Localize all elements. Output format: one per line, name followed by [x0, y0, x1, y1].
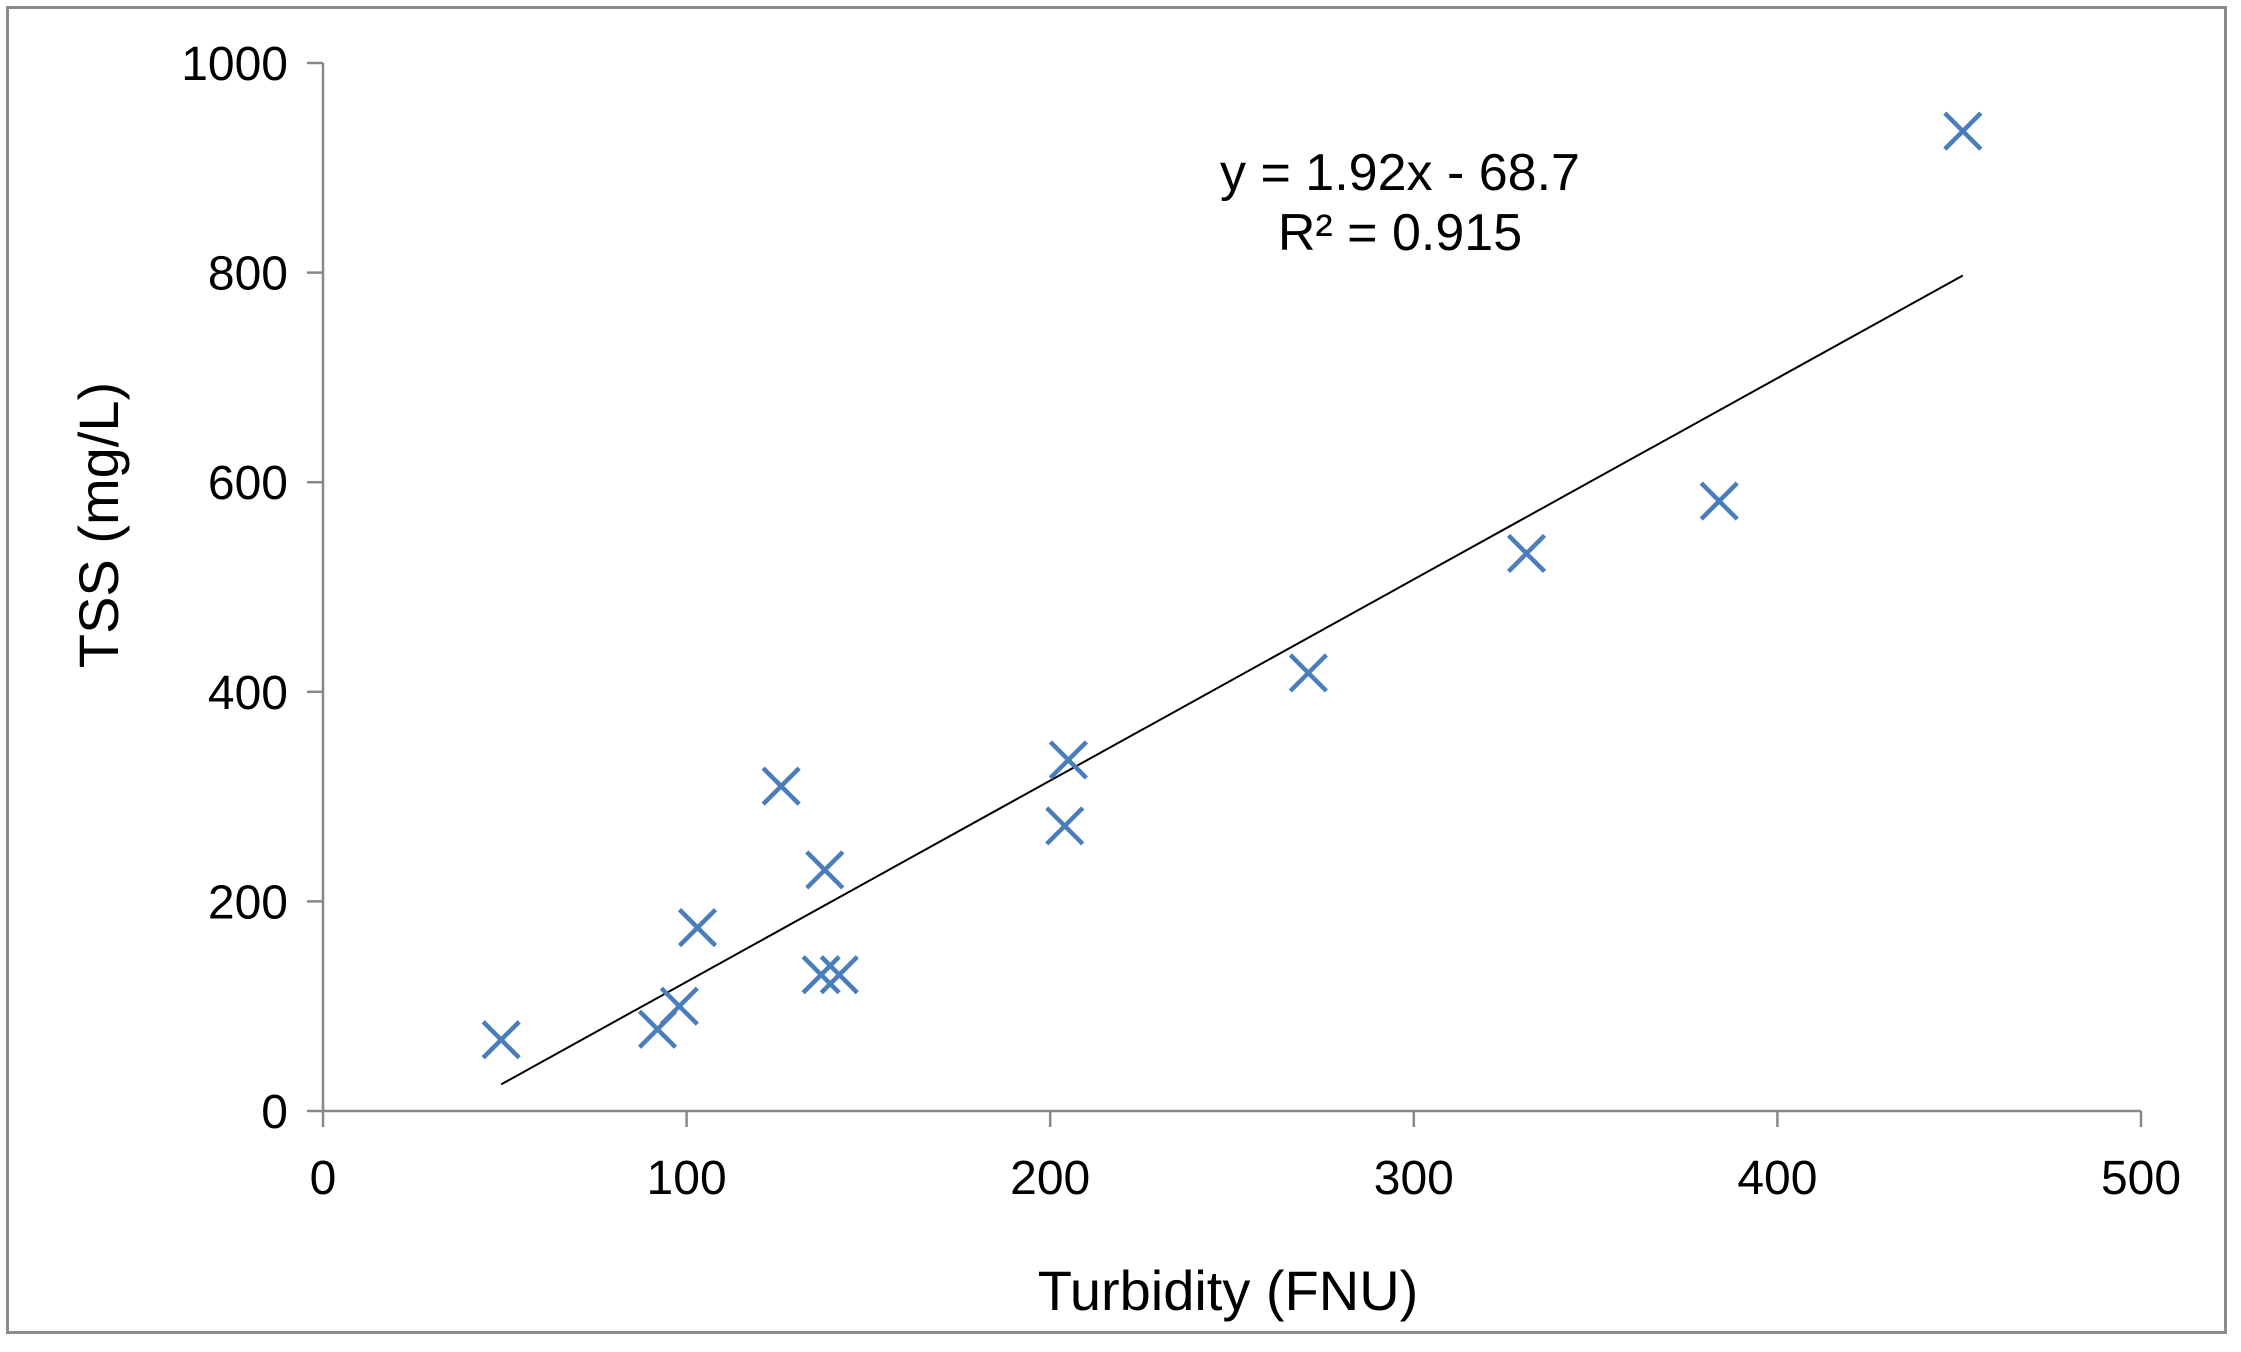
data-point [801, 955, 841, 995]
data-point [1048, 740, 1088, 780]
trendline [500, 274, 1964, 1086]
data-point [1288, 653, 1328, 693]
data-points [481, 111, 1983, 1060]
x-marker [659, 986, 699, 1026]
x-marker [1943, 111, 1983, 151]
x-marker [1045, 806, 1085, 846]
x-marker [677, 908, 718, 948]
x-marker [819, 955, 859, 995]
x-marker [1699, 481, 1739, 521]
y-tick-label: 800 [208, 248, 288, 301]
data-point [1699, 481, 1739, 521]
data-point [677, 908, 718, 948]
trendline-group [500, 274, 1964, 1086]
data-point [805, 850, 845, 890]
x-tick-label: 500 [2101, 1152, 2181, 1205]
chart-frame [6, 6, 2227, 1334]
data-point [1506, 533, 1547, 574]
y-tick-label: 600 [208, 457, 288, 510]
data-point [819, 955, 859, 995]
x-tick-label: 200 [1010, 1152, 1090, 1205]
x-marker [481, 1020, 521, 1060]
y-tick-label: 0 [261, 1086, 288, 1139]
x-tick-label: 400 [1737, 1152, 1817, 1205]
data-point [1045, 806, 1085, 846]
x-marker [801, 955, 841, 995]
x-tick-label: 300 [1374, 1152, 1454, 1205]
data-point [481, 1020, 521, 1060]
x-marker [1048, 740, 1088, 780]
chart-axes [321, 63, 2141, 1113]
trendline-equation: y = 1.92x - 68.7 [1220, 144, 1580, 202]
data-point [659, 986, 699, 1026]
trendline-r-squared: R² = 0.915 [1278, 204, 1522, 262]
y-tick-label: 400 [208, 667, 288, 720]
chart-ticks: 0 200 400 600 800 1000 0 100 200 300 400 500 [181, 38, 2181, 1205]
x-tick-label: 0 [310, 1152, 337, 1205]
x-axis-title: Turbidity (FNU) [1038, 1259, 1419, 1322]
x-marker [761, 766, 801, 806]
y-axis-title: TSS (mg/L) [67, 382, 130, 668]
y-tick-label: 1000 [181, 38, 288, 91]
data-point [761, 766, 801, 806]
x-marker [1288, 653, 1328, 693]
x-marker [805, 850, 845, 890]
x-marker [1506, 533, 1547, 574]
data-point [1943, 111, 1983, 151]
y-tick-label: 200 [208, 876, 288, 929]
x-tick-label: 100 [647, 1152, 727, 1205]
